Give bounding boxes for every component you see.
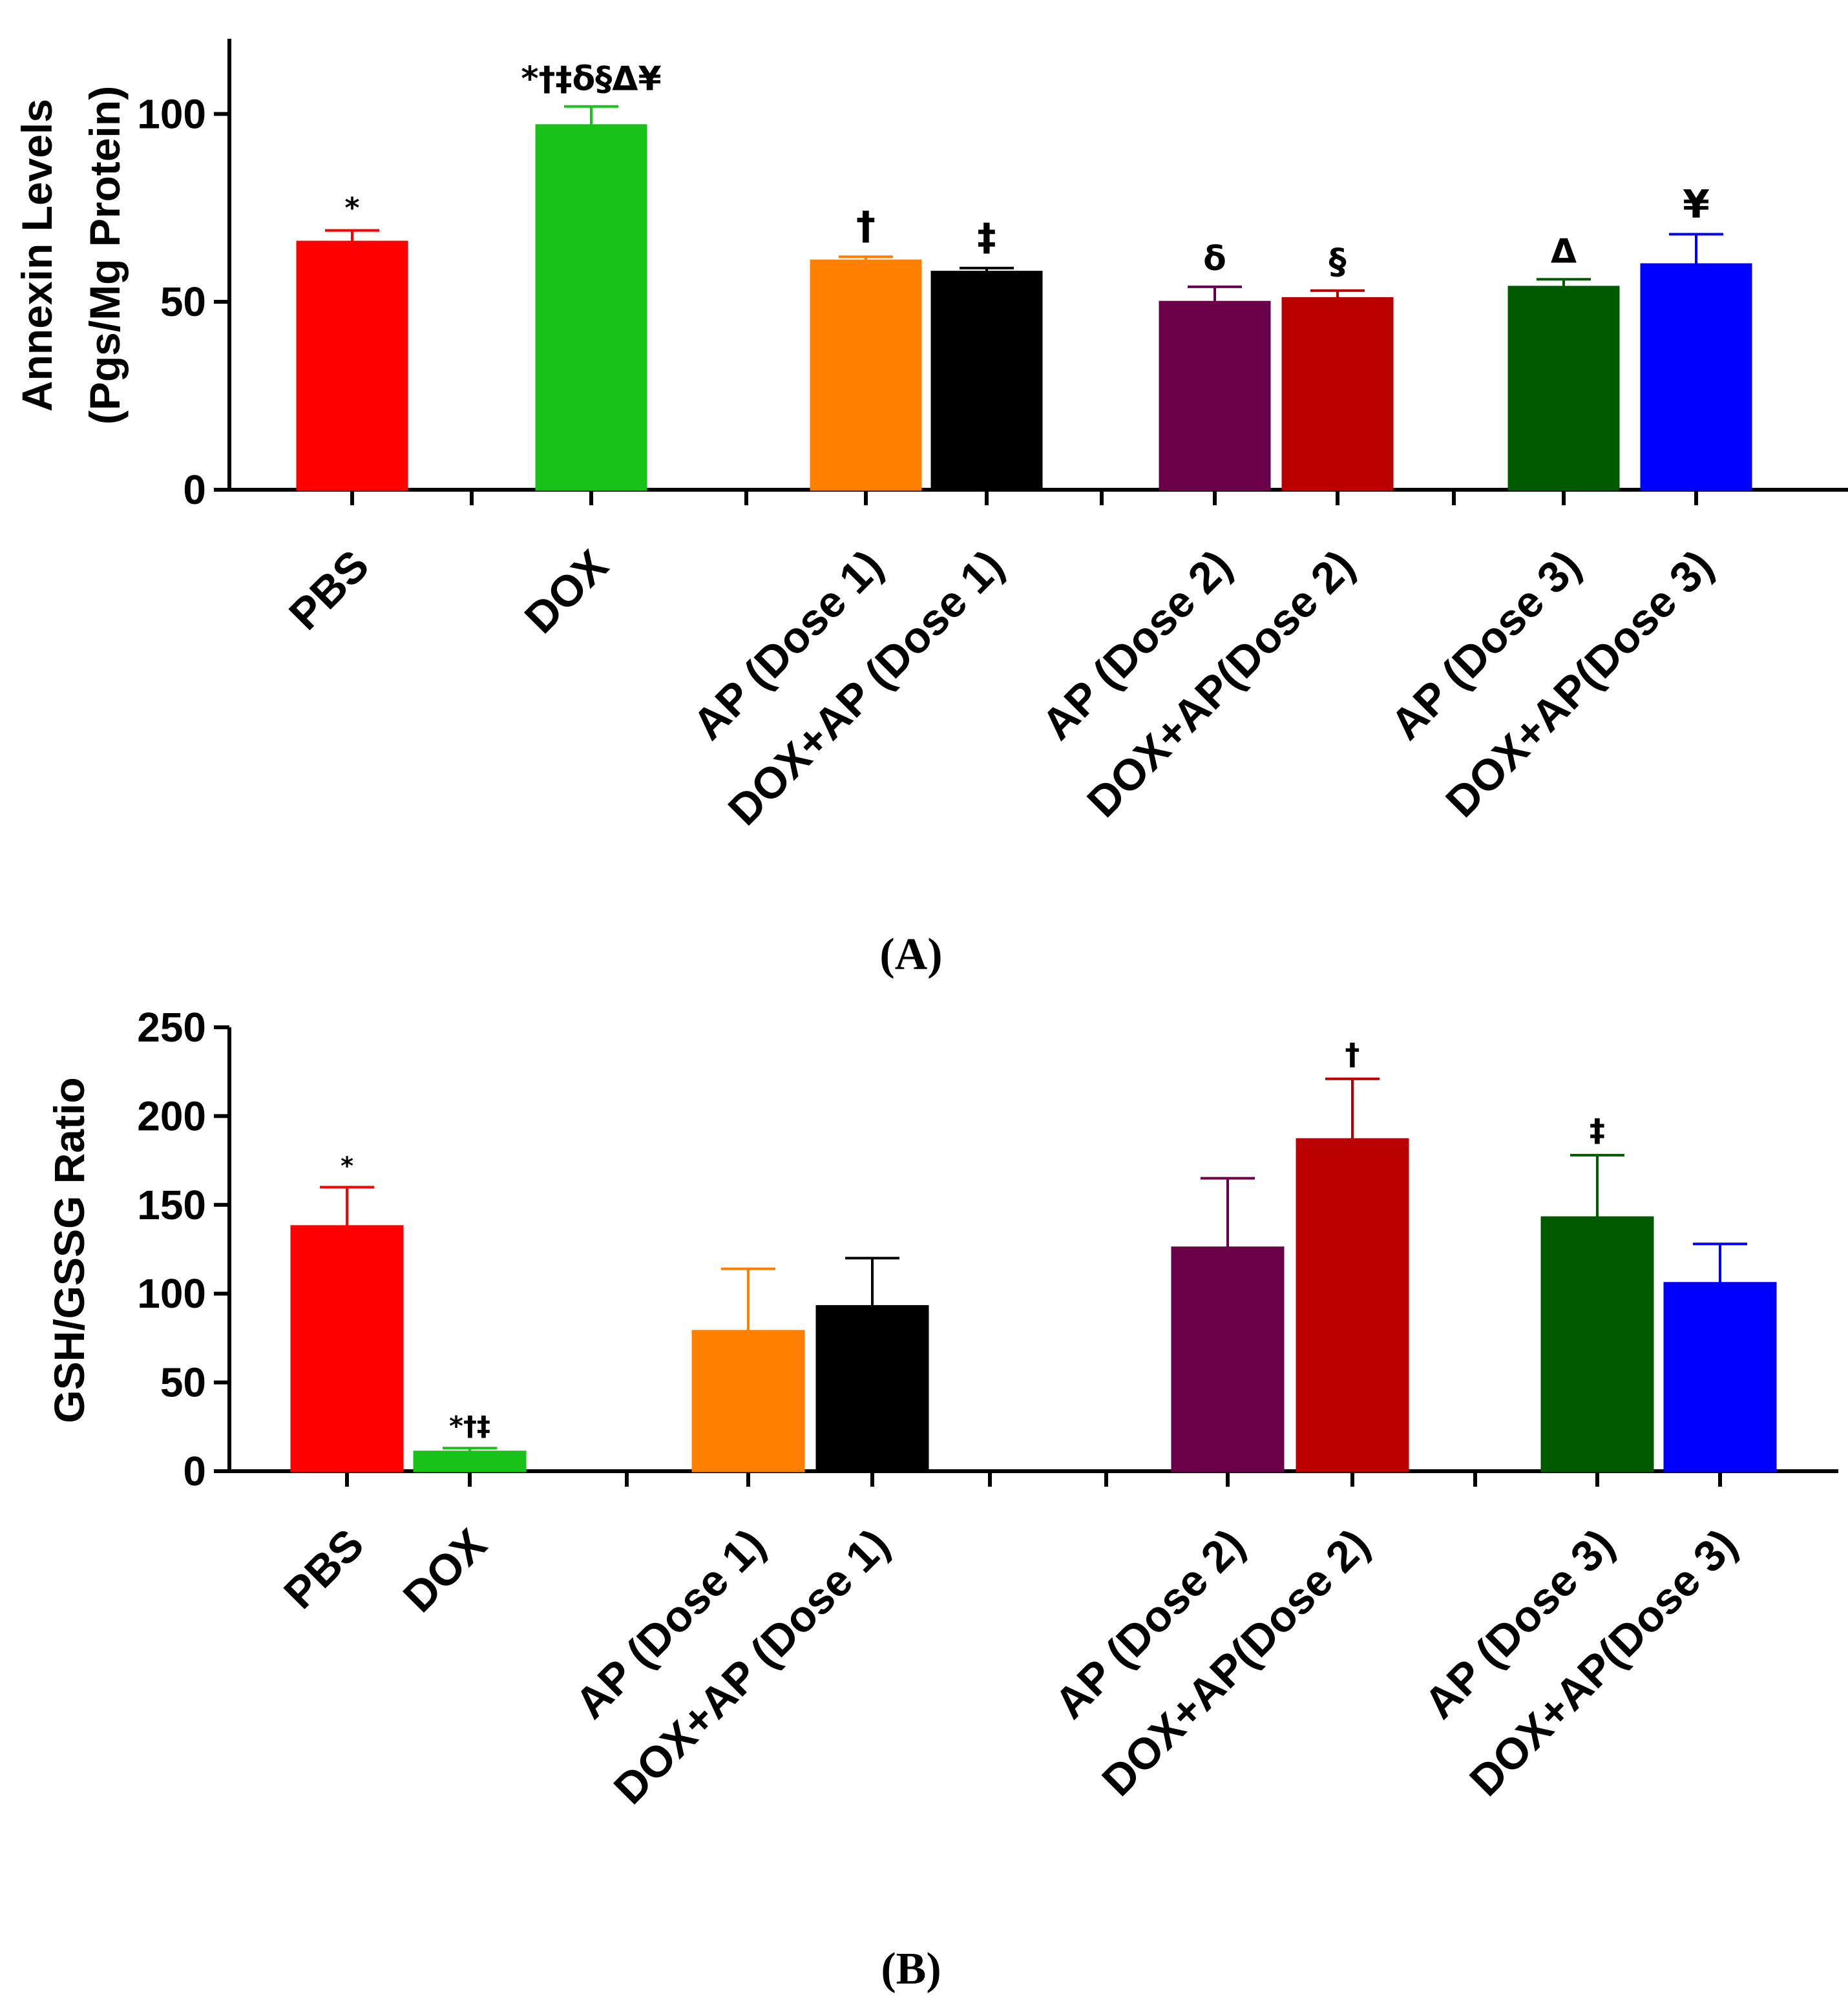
panel-label: (A) xyxy=(879,930,942,980)
significance-label: * xyxy=(344,192,359,225)
bar xyxy=(1159,300,1271,491)
significance-label: † xyxy=(1345,1037,1360,1072)
error-bar xyxy=(960,266,1014,272)
y-tick-label: 0 xyxy=(183,1448,206,1494)
y-tick-label: 200 xyxy=(137,1093,206,1139)
error-bars xyxy=(320,1077,1747,1452)
y-tick-label: 50 xyxy=(160,278,206,325)
bar xyxy=(413,1451,527,1472)
significance-label: § xyxy=(1329,242,1347,282)
error-bar xyxy=(1188,285,1242,302)
bar xyxy=(290,1225,404,1472)
y-axis-title-line: GSH/GSSG Ratio xyxy=(45,1077,93,1423)
y-tick-label: 100 xyxy=(137,1270,206,1317)
error-bar xyxy=(1310,289,1365,299)
category-labels: PBS DOX AP (Dose 1)DOX+AP (Dose 1) AP (Dose… xyxy=(280,541,1723,835)
bar xyxy=(815,1304,929,1472)
bar xyxy=(296,240,408,491)
significance-label: *†‡ xyxy=(449,1410,490,1441)
category-label: PBS xyxy=(280,541,379,640)
bar xyxy=(1171,1246,1285,1472)
category-label: DOX xyxy=(516,541,618,643)
error-bar xyxy=(1693,1242,1747,1283)
bar xyxy=(1296,1138,1409,1472)
significance-label: *†‡δ§Δ¥ xyxy=(521,60,661,99)
y-axis-label: GSH/GSSG Ratio xyxy=(45,1077,93,1423)
bar xyxy=(1281,297,1394,491)
error-bar xyxy=(1669,233,1723,264)
x-axis xyxy=(227,488,1848,505)
error-bars xyxy=(325,105,1723,302)
error-bar xyxy=(845,1257,899,1306)
y-axis: 0 50 100 150 200 250 xyxy=(137,1004,231,1494)
y-tick-label: 50 xyxy=(160,1359,206,1406)
bars xyxy=(296,124,1752,491)
bar xyxy=(691,1330,805,1472)
error-bar xyxy=(1537,278,1591,287)
y-tick-label: 150 xyxy=(137,1182,206,1228)
bar xyxy=(810,259,922,491)
error-bar xyxy=(839,255,893,261)
error-bar xyxy=(1201,1177,1255,1248)
category-labels: PBS DOX AP (Dose 1)DOX+AP (Dose 1) AP (Dose… xyxy=(275,1520,1747,1814)
error-bar xyxy=(320,1186,374,1226)
error-bar xyxy=(1570,1153,1624,1218)
bar xyxy=(1663,1282,1777,1472)
bar xyxy=(1640,263,1752,491)
significance-labels: * *†‡ † ‡ xyxy=(341,1037,1605,1442)
significance-label: ‡ xyxy=(978,215,996,259)
x-axis xyxy=(227,1469,1838,1487)
y-tick-label: 250 xyxy=(137,1004,206,1051)
significance-label: * xyxy=(341,1151,353,1180)
significance-label: † xyxy=(856,203,876,248)
chart-b: GSH/GSSG Ratio 0 50 100 150 200 250 * *†‡ † ‡ PB… xyxy=(45,1004,1838,1994)
error-bar xyxy=(443,1447,497,1452)
y-tick-label: 0 xyxy=(183,466,206,513)
error-bar xyxy=(325,229,379,242)
bar xyxy=(535,124,647,491)
significance-label: Δ xyxy=(1551,232,1577,271)
category-label: DOX xyxy=(394,1520,496,1622)
error-bar xyxy=(1325,1077,1380,1140)
bar xyxy=(930,271,1043,491)
significance-labels: * *†‡δ§Δ¥ † ‡ δ § Δ ¥ xyxy=(344,60,1710,282)
bar xyxy=(1507,286,1620,491)
error-bar xyxy=(721,1267,775,1331)
bar xyxy=(1540,1216,1654,1472)
panel-label: (B) xyxy=(881,1944,941,1994)
significance-label: δ xyxy=(1203,240,1226,278)
y-tick-label: 100 xyxy=(137,90,206,137)
y-axis-label: Annexin Levels (Pgs/Mg Protein) xyxy=(13,86,129,424)
y-axis: 0 50 100 xyxy=(137,39,231,513)
y-axis-title-line: Annexin Levels xyxy=(13,99,61,412)
bars xyxy=(290,1138,1777,1472)
y-axis-title-line: (Pgs/Mg Protein) xyxy=(81,86,129,424)
category-label: PBS xyxy=(275,1520,373,1619)
error-bar xyxy=(564,105,618,125)
significance-label: ¥ xyxy=(1683,182,1710,227)
significance-label: ‡ xyxy=(1590,1113,1605,1149)
